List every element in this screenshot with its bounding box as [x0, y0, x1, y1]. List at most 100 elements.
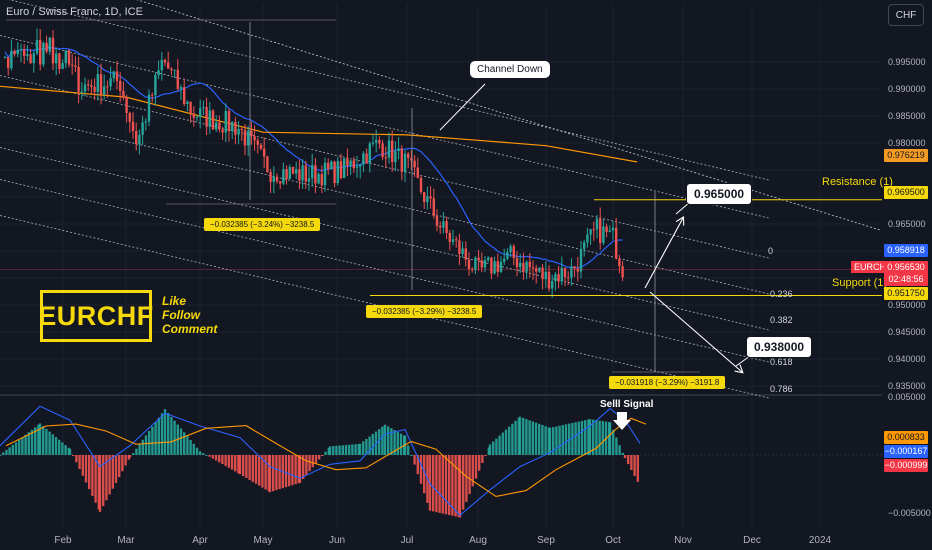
candle-body-1	[7, 57, 10, 69]
candle-body-30	[99, 74, 103, 95]
candle-body-131	[423, 192, 426, 203]
macd-hist-bar	[298, 455, 302, 483]
candle-body-95	[307, 178, 311, 182]
target-down-callout[interactable]: 0.938000	[746, 336, 813, 358]
candle-body-152	[490, 257, 493, 274]
macd-hist-bar	[558, 425, 561, 455]
macd-hist-bar	[588, 419, 592, 455]
macd-hist-bar	[173, 420, 176, 455]
macd-hist-bar	[51, 434, 54, 455]
candle-body-86	[279, 181, 282, 184]
candle-body-120	[387, 140, 391, 158]
candle-body-39	[128, 113, 131, 122]
macd-hist-bar	[183, 432, 186, 455]
macd-hist-bar	[508, 426, 511, 455]
macd-hist-bar	[471, 455, 474, 487]
candle-body-110	[355, 166, 359, 169]
candle-body-105	[339, 161, 343, 179]
candle-body-137	[442, 221, 445, 228]
macd-hist-bar	[478, 455, 481, 471]
candle-body-69	[224, 111, 227, 133]
macd-hist-bar	[498, 435, 501, 455]
macd-hist-bar	[454, 455, 457, 517]
candle-body-4	[16, 50, 19, 55]
candle-body-33	[109, 78, 112, 87]
candle-body-165	[531, 267, 535, 269]
candle-body-117	[378, 139, 381, 144]
macd-hist-bar	[481, 455, 484, 463]
macd-hist-bar	[163, 409, 167, 455]
price-tick-label: 0.935000	[888, 381, 926, 391]
time-axis-label: Apr	[192, 535, 208, 546]
time-axis-bg	[0, 530, 932, 550]
candle-body-126	[407, 153, 410, 159]
candle-body-135	[435, 215, 439, 226]
target-up-callout[interactable]: 0.965000	[686, 183, 753, 205]
candle-body-189	[608, 230, 611, 232]
candle-body-162	[522, 262, 525, 272]
macd-hist-bar	[630, 455, 633, 470]
macd-hist-bar	[407, 445, 410, 455]
macd-hist-bar	[571, 422, 574, 455]
macd-hist-bar	[302, 455, 305, 479]
candle-body-34	[112, 71, 115, 79]
macd-hist-bar	[362, 441, 365, 455]
candle-body-25	[83, 84, 87, 92]
macd-hist-bar	[328, 446, 332, 455]
macd-hist-bar	[416, 455, 419, 475]
candle-body-12	[42, 42, 45, 65]
candle-body-169	[544, 271, 547, 280]
macd-hist-bar	[68, 448, 72, 455]
candle-body-132	[426, 196, 429, 203]
macd-hist-bar	[105, 455, 108, 501]
price-tick-label: 0.985000	[888, 111, 926, 121]
macd-hist-bar	[365, 438, 368, 455]
candle-body-36	[119, 80, 122, 91]
candle-body-143	[461, 248, 464, 254]
price-tick-label: 0.990000	[888, 84, 926, 94]
macd-hist-bar	[601, 421, 604, 455]
candle-body-130	[419, 177, 423, 193]
candle-body-48	[157, 70, 160, 76]
candle-body-176	[567, 277, 570, 279]
macd-hist-bar	[94, 455, 97, 503]
candle-body-182	[586, 234, 589, 243]
candle-body-41	[135, 131, 138, 145]
macd-hist-bar	[525, 419, 528, 455]
macd-hist-bar	[34, 427, 37, 455]
macd-hist-bar	[278, 455, 281, 490]
candle-body-8	[29, 54, 32, 64]
time-axis-label: Nov	[674, 535, 692, 546]
candle-body-75	[243, 130, 247, 146]
candle-body-82	[266, 156, 269, 172]
currency-button[interactable]: CHF	[888, 4, 924, 26]
macd-hist-bar	[561, 425, 564, 455]
candle-body-28	[93, 86, 96, 92]
macd-hist-bar	[102, 455, 105, 507]
candle-body-96	[311, 165, 314, 179]
channel-down-label[interactable]: Channel Down	[470, 61, 550, 78]
candle-body-46	[151, 94, 154, 96]
macd-hist-bar	[45, 428, 48, 455]
macd-hist-bar	[108, 455, 111, 495]
candle-body-161	[519, 262, 522, 268]
candle-body-147	[474, 257, 477, 271]
macd-hist-bar	[465, 455, 468, 502]
candle-body-90	[291, 166, 295, 174]
macd-hist-bar	[390, 428, 393, 455]
macd-hist-bar	[396, 431, 399, 455]
candle-body-99	[320, 174, 323, 186]
macd-hist-bar	[284, 455, 288, 488]
candle-body-45	[147, 94, 151, 122]
macd-hist-bar	[413, 455, 416, 465]
macd-hist-bar	[462, 455, 465, 510]
macd-hist-bar	[268, 455, 272, 493]
candle-body-81	[263, 148, 266, 157]
cta-comment: Comment	[162, 322, 218, 336]
macd-hist-bar	[484, 455, 487, 456]
macd-hist-bar	[248, 455, 251, 480]
macd-hist-bar	[294, 455, 297, 485]
macd-hist-bar	[441, 455, 444, 514]
macd-tick-label: −0.005000	[888, 508, 931, 518]
